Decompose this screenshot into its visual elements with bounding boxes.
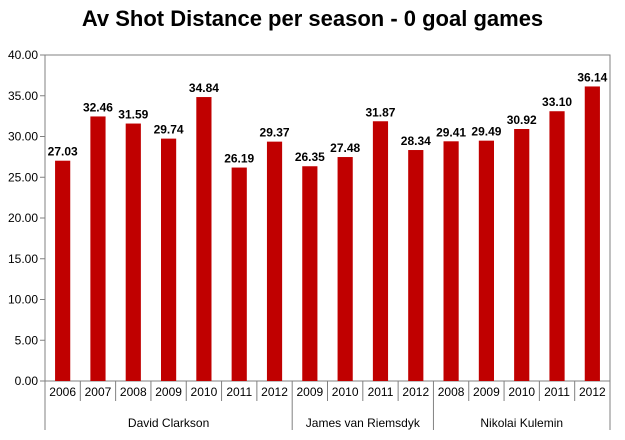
x-tick-label: 2009	[296, 385, 323, 399]
bar	[55, 160, 71, 381]
group-label: James van Riemsdyk	[306, 416, 421, 430]
x-tick-label: 2012	[402, 385, 429, 399]
data-label: 32.46	[83, 100, 113, 114]
y-tick-label: 5.00	[15, 333, 39, 347]
bar	[266, 141, 283, 381]
bar	[125, 123, 141, 381]
bar	[584, 86, 600, 382]
bar	[408, 150, 424, 381]
x-tick-label: 2011	[226, 385, 252, 399]
data-label: 33.10	[542, 95, 572, 109]
data-label: 29.74	[154, 123, 184, 137]
bar	[549, 111, 565, 382]
group-label: Nikolai Kulemin	[480, 416, 563, 430]
bar	[478, 140, 494, 381]
x-tick-label: 2012	[261, 385, 288, 399]
data-label: 29.41	[436, 125, 466, 139]
data-label: 26.19	[224, 152, 254, 166]
y-tick-label: 25.00	[8, 170, 38, 184]
data-label: 31.87	[365, 105, 395, 119]
data-label: 26.35	[295, 150, 325, 164]
data-label: 36.14	[577, 70, 607, 84]
y-tick-label: 30.00	[8, 130, 38, 144]
bar	[161, 138, 177, 381]
x-tick-label: 2008	[120, 385, 147, 399]
y-tick-label: 0.00	[15, 374, 39, 388]
y-tick-label: 20.00	[8, 211, 38, 225]
x-tick-label: 2011	[544, 385, 570, 399]
data-label: 29.49	[471, 125, 501, 139]
x-tick-label: 2011	[368, 385, 394, 399]
y-tick-label: 40.00	[8, 48, 38, 62]
group-label: David Clarkson	[128, 416, 209, 430]
x-tick-label: 2010	[332, 385, 359, 399]
data-label: 28.34	[401, 134, 431, 148]
data-label: 30.92	[507, 113, 537, 127]
x-tick-label: 2012	[579, 385, 606, 399]
y-tick-label: 10.00	[8, 293, 38, 307]
data-label: 27.48	[330, 141, 360, 155]
bar	[337, 157, 353, 381]
bar	[231, 167, 247, 381]
y-tick-label: 15.00	[8, 252, 38, 266]
data-label: 29.37	[260, 126, 290, 140]
data-label: 34.84	[189, 81, 219, 95]
x-tick-label: 2009	[473, 385, 500, 399]
bar	[514, 129, 530, 381]
bar	[443, 141, 459, 381]
bar	[372, 121, 389, 382]
x-tick-label: 2010	[191, 385, 218, 399]
bar	[302, 166, 318, 381]
bar	[196, 97, 212, 381]
x-tick-label: 2007	[85, 385, 112, 399]
x-tick-label: 2009	[155, 385, 182, 399]
x-tick-label: 2006	[49, 385, 76, 399]
data-label: 31.59	[118, 108, 148, 122]
x-tick-label: 2010	[508, 385, 535, 399]
chart-title: Av Shot Distance per season - 0 goal gam…	[81, 6, 544, 31]
data-label: 27.03	[48, 145, 78, 159]
bar	[90, 116, 106, 382]
x-tick-label: 2008	[438, 385, 465, 399]
y-tick-label: 35.00	[8, 89, 38, 103]
